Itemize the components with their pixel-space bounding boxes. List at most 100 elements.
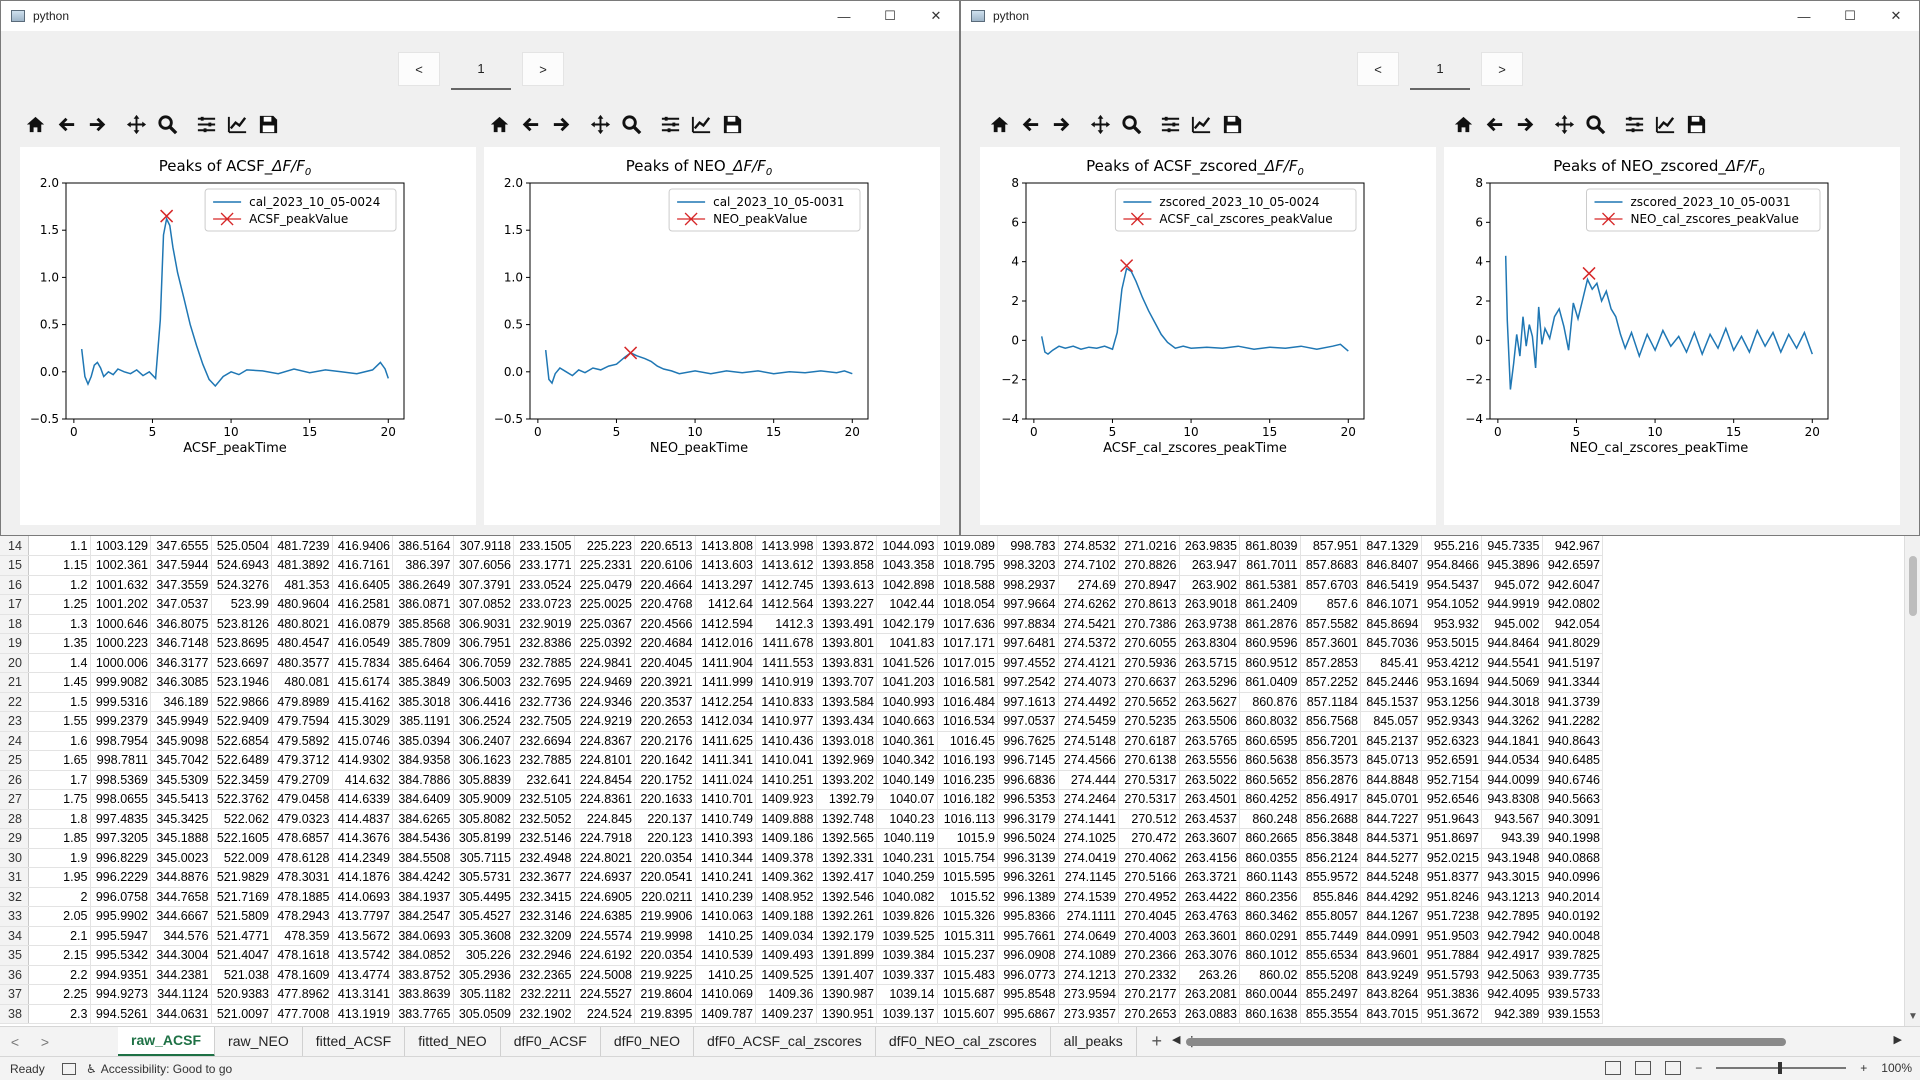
table-cell[interactable]: 347.5944 <box>150 555 212 576</box>
table-cell[interactable]: 940.0192 <box>1542 906 1603 927</box>
table-cell[interactable]: 940.0996 <box>1542 867 1603 888</box>
table-cell[interactable]: 481.353 <box>271 575 333 595</box>
table-cell[interactable]: 263.2081 <box>1179 984 1240 1005</box>
table-cell[interactable]: 263.5765 <box>1179 731 1240 751</box>
table-cell[interactable]: 1392.748 <box>816 809 877 829</box>
table-cell[interactable]: 1017.171 <box>937 633 998 654</box>
home-icon[interactable] <box>21 111 49 137</box>
sheet-tab[interactable]: dfF0_ACSF_cal_zscores <box>694 1026 876 1057</box>
table-cell[interactable]: 521.5809 <box>211 906 272 927</box>
table-cell[interactable]: 307.3791 <box>453 575 514 595</box>
table-cell[interactable]: 220.0354 <box>634 848 696 868</box>
table-cell[interactable]: 232.641 <box>513 770 575 790</box>
table-cell[interactable]: 1019.089 <box>937 536 998 556</box>
table-cell[interactable]: 416.9406 <box>332 536 393 556</box>
table-cell[interactable]: 1390.951 <box>816 1004 877 1024</box>
table-cell[interactable]: 1000.006 <box>90 653 151 673</box>
table-cell[interactable]: 1039.826 <box>876 906 938 927</box>
table-cell[interactable]: 270.5317 <box>1118 789 1180 810</box>
table-cell[interactable]: 1015.326 <box>937 906 998 927</box>
table-cell[interactable]: 385.6464 <box>392 653 454 673</box>
table-cell[interactable]: 943.567 <box>1481 809 1543 829</box>
table-cell[interactable]: 523.8695 <box>211 633 272 654</box>
table-cell[interactable]: 995.5342 <box>90 945 151 966</box>
table-cell[interactable]: 274.5148 <box>1058 731 1119 751</box>
table-cell[interactable]: 1.7 <box>28 770 91 790</box>
table-cell[interactable]: 1409.186 <box>755 828 817 849</box>
table-cell[interactable]: 263.4156 <box>1179 848 1240 868</box>
table-cell[interactable]: 997.3205 <box>90 828 151 849</box>
table-cell[interactable]: 940.6746 <box>1542 770 1603 790</box>
table-cell[interactable]: 414.2349 <box>332 848 393 868</box>
table-cell[interactable]: 1393.227 <box>816 594 877 615</box>
table-cell[interactable]: 232.6694 <box>513 731 575 751</box>
table-cell[interactable]: 945.002 <box>1481 614 1543 634</box>
table-cell[interactable]: 523.1946 <box>211 672 272 693</box>
table-cell[interactable]: 1041.203 <box>876 672 938 693</box>
table-cell[interactable]: 481.7239 <box>271 536 333 556</box>
table-cell[interactable]: 944.0099 <box>1481 770 1543 790</box>
table-cell[interactable]: 1409.525 <box>755 965 817 985</box>
table-cell[interactable]: 1391.407 <box>816 965 877 985</box>
table-cell[interactable]: 1412.64 <box>695 594 756 615</box>
row-header[interactable]: 18 <box>0 614 29 634</box>
table-cell[interactable]: 995.6867 <box>997 1004 1059 1024</box>
table-cell[interactable]: 477.8962 <box>271 984 333 1005</box>
sheet-tab[interactable]: all_peaks <box>1051 1026 1137 1057</box>
table-cell[interactable]: 996.3179 <box>997 809 1059 829</box>
table-cell[interactable]: 844.0991 <box>1360 926 1422 946</box>
row-header[interactable]: 34 <box>0 926 29 946</box>
table-cell[interactable]: 270.5652 <box>1118 692 1180 712</box>
table-cell[interactable]: 345.0023 <box>150 848 212 868</box>
table-cell[interactable]: 224.6192 <box>574 945 635 966</box>
table-cell[interactable]: 224.5574 <box>574 926 635 946</box>
table-cell[interactable]: 263.5506 <box>1179 711 1240 732</box>
table-cell[interactable]: 860.0044 <box>1239 984 1301 1005</box>
table-cell[interactable]: 1.25 <box>28 594 91 615</box>
table-cell[interactable]: 1412.594 <box>695 614 756 634</box>
table-cell[interactable]: 1.65 <box>28 750 91 771</box>
table-cell[interactable]: 940.5663 <box>1542 789 1603 810</box>
table-cell[interactable]: 1.4 <box>28 653 91 673</box>
sheet-tab[interactable]: dfF0_ACSF <box>501 1026 601 1057</box>
table-cell[interactable]: 305.4527 <box>453 906 514 927</box>
table-cell[interactable]: 1413.603 <box>695 555 756 576</box>
table-cell[interactable]: 996.8229 <box>90 848 151 868</box>
table-cell[interactable]: 1410.919 <box>755 672 817 693</box>
table-cell[interactable]: 1.3 <box>28 614 91 634</box>
table-cell[interactable]: 844.7227 <box>1360 809 1422 829</box>
table-cell[interactable]: 220.123 <box>634 828 696 849</box>
table-cell[interactable]: 994.9273 <box>90 984 151 1005</box>
table-cell[interactable]: 346.7148 <box>150 633 212 654</box>
row-header[interactable]: 27 <box>0 789 29 810</box>
table-cell[interactable]: 263.5022 <box>1179 770 1240 790</box>
table-cell[interactable]: 1039.14 <box>876 984 938 1005</box>
table-cell[interactable]: 943.1948 <box>1481 848 1543 868</box>
table-cell[interactable]: 998.2937 <box>997 575 1059 595</box>
table-cell[interactable]: 481.3892 <box>271 555 333 576</box>
table-cell[interactable]: 224.845 <box>574 809 635 829</box>
table-cell[interactable]: 1413.297 <box>695 575 756 595</box>
table-cell[interactable]: 344.1124 <box>150 984 212 1005</box>
table-cell[interactable]: 1018.795 <box>937 555 998 576</box>
table-cell[interactable]: 384.6265 <box>392 809 454 829</box>
table-cell[interactable]: 232.3146 <box>513 906 575 927</box>
table-cell[interactable]: 232.4948 <box>513 848 575 868</box>
table-cell[interactable]: 855.9572 <box>1300 867 1361 888</box>
table-cell[interactable]: 232.8386 <box>513 633 575 654</box>
table-cell[interactable]: 524.3276 <box>211 575 272 595</box>
table-cell[interactable]: 1408.952 <box>755 887 817 907</box>
table-cell[interactable]: 263.3076 <box>1179 945 1240 966</box>
table-cell[interactable]: 996.5353 <box>997 789 1059 810</box>
table-cell[interactable]: 860.0291 <box>1239 926 1301 946</box>
table-cell[interactable]: 414.6339 <box>332 789 393 810</box>
table-cell[interactable]: 478.6128 <box>271 848 333 868</box>
table-cell[interactable]: 384.7886 <box>392 770 454 790</box>
table-cell[interactable]: 224.8021 <box>574 848 635 868</box>
table-cell[interactable]: 220.4664 <box>634 575 696 595</box>
table-cell[interactable]: 415.0746 <box>332 731 393 751</box>
table-cell[interactable]: 263.5715 <box>1179 653 1240 673</box>
table-cell[interactable]: 522.6489 <box>211 750 272 771</box>
subplots-icon[interactable] <box>192 111 220 137</box>
sheet-tab[interactable]: fitted_ACSF <box>303 1026 406 1057</box>
